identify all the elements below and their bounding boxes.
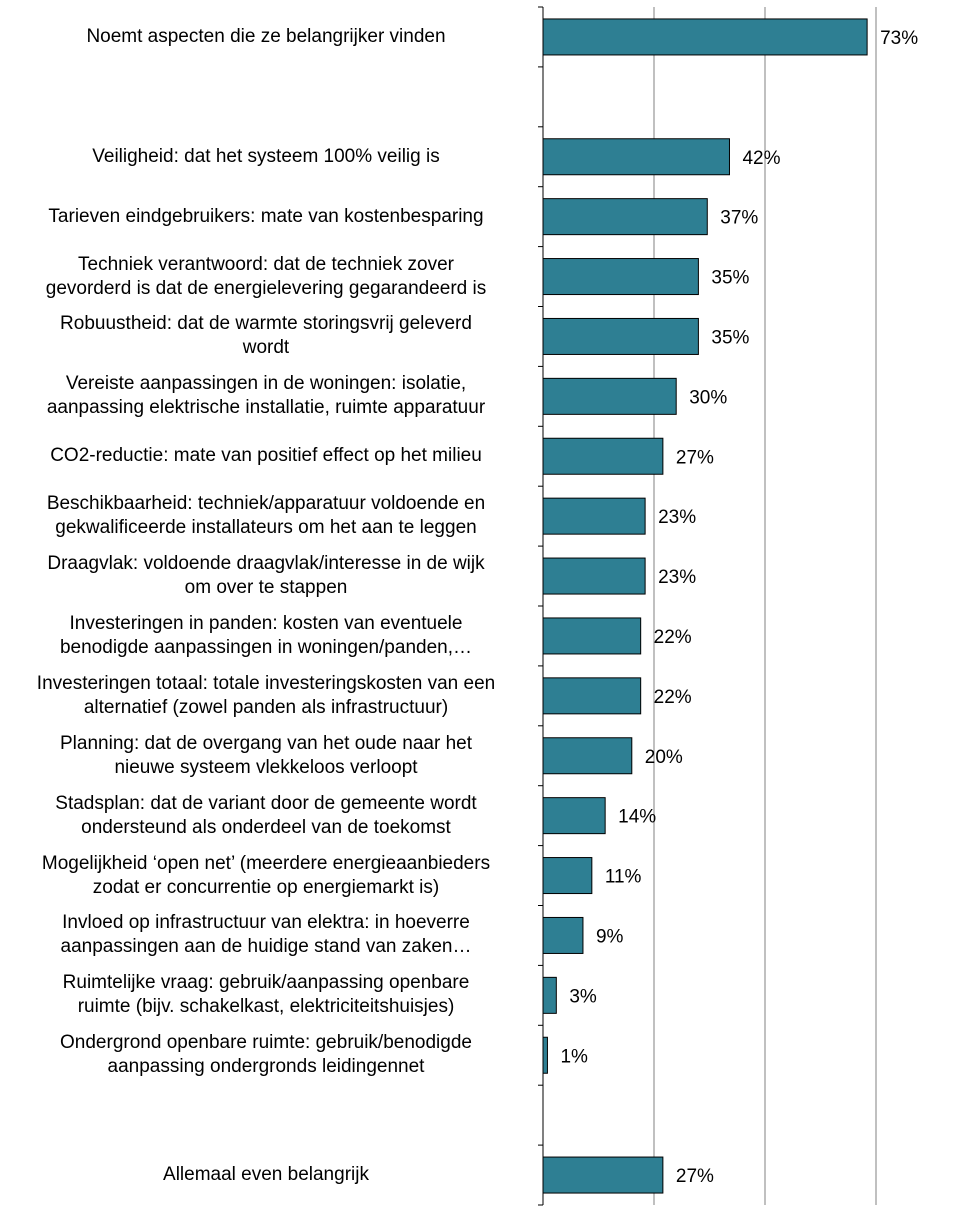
- category-label: Ruimtelijke vraag: gebruik/aanpassing op…: [0, 971, 532, 1019]
- category-label: Robuustheid: dat de warmte storingsvrij …: [0, 312, 532, 360]
- category-label-line: nieuwe systeem vlekkeloos verloopt: [114, 756, 418, 778]
- bar: [542, 138, 730, 176]
- category-label-line: Planning: dat de overgang van het oude n…: [60, 732, 472, 754]
- category-label-line: Allemaal even belangrijk: [163, 1164, 369, 1186]
- category-label-line: Tarieven eindgebruikers: mate van kosten…: [48, 205, 484, 227]
- bar: [542, 317, 699, 355]
- bar: [542, 497, 646, 535]
- bar: [542, 617, 642, 655]
- bar: [542, 258, 699, 296]
- category-label-line: CO2-reductie: mate van positief effect o…: [50, 445, 482, 467]
- category-label-line: ondersteund als onderdeel van de toekoms…: [81, 816, 451, 838]
- category-label-line: aanpassing ondergronds leidingennet: [107, 1056, 425, 1078]
- category-label: Draagvlak: voldoende draagvlak/interesse…: [0, 552, 532, 600]
- category-label-line: aanpassingen aan de huidige stand van za…: [60, 936, 472, 958]
- category-label-line: Veiligheid: dat het systeem 100% veilig …: [92, 145, 440, 167]
- data-label: 35%: [711, 268, 749, 289]
- bar: [542, 976, 557, 1014]
- data-label: 73%: [880, 28, 918, 49]
- category-axis: [538, 6, 544, 1206]
- category-label-line: Investeringen in panden: kosten van even…: [69, 612, 463, 634]
- data-label: 23%: [658, 567, 696, 588]
- category-label-line: om over te stappen: [184, 577, 348, 599]
- data-label: 14%: [618, 807, 656, 828]
- data-label: 22%: [654, 687, 692, 708]
- category-label: Techniek verantwoord: dat de techniek zo…: [0, 253, 532, 301]
- bar: [542, 18, 868, 56]
- category-label-line: aanpassing elektrische installatie, ruim…: [46, 397, 486, 419]
- category-label-line: gekwalificeerde installateurs om het aan…: [55, 517, 477, 539]
- bar: [542, 916, 584, 954]
- data-label: 23%: [658, 507, 696, 528]
- bar: [542, 1036, 548, 1074]
- category-label: Ondergrond openbare ruimte: gebruik/beno…: [0, 1031, 532, 1079]
- bar: [542, 737, 633, 775]
- category-label-line: Ruimtelijke vraag: gebruik/aanpassing op…: [62, 972, 470, 994]
- category-label-line: Investeringen totaal: totale investering…: [36, 672, 496, 694]
- data-label: 22%: [654, 627, 692, 648]
- category-label: Invloed op infrastructuur van elektra: i…: [0, 911, 532, 959]
- category-label: Planning: dat de overgang van het oude n…: [0, 732, 532, 780]
- category-label: CO2-reductie: mate van positief effect o…: [0, 444, 532, 468]
- category-label-line: Invloed op infrastructuur van elektra: i…: [62, 912, 470, 934]
- category-label-line: Draagvlak: voldoende draagvlak/interesse…: [47, 553, 485, 575]
- category-label-line: Beschikbaarheid: techniek/apparatuur vol…: [46, 493, 486, 515]
- category-label: Allemaal even belangrijk: [0, 1163, 532, 1187]
- bar: [542, 857, 593, 895]
- category-label-line: benodigde aanpassingen in woningen/pande…: [59, 636, 472, 658]
- category-label: Veiligheid: dat het systeem 100% veilig …: [0, 145, 532, 169]
- gridlines: [653, 7, 877, 1205]
- category-label-line: Vereiste aanpassingen in de woningen: is…: [65, 373, 467, 395]
- data-label: 37%: [720, 208, 758, 229]
- category-label: Vereiste aanpassingen in de woningen: is…: [0, 372, 532, 420]
- category-label: Stadsplan: dat de variant door de gemeen…: [0, 792, 532, 840]
- category-label: Investeringen totaal: totale investering…: [0, 672, 532, 720]
- category-label: Mogelijkheid ‘open net’ (meerdere energi…: [0, 852, 532, 900]
- data-label: 3%: [569, 986, 597, 1007]
- category-label-line: wordt: [242, 337, 290, 359]
- bar: [542, 1156, 664, 1194]
- category-label-line: Noemt aspecten die ze belangrijker vinde…: [86, 25, 446, 47]
- data-label: 35%: [711, 327, 749, 348]
- data-label: 11%: [605, 867, 642, 888]
- data-label: 30%: [689, 387, 727, 408]
- category-label-line: gevorderd is dat de energielevering gega…: [45, 277, 487, 299]
- data-label: 1%: [560, 1046, 588, 1067]
- data-label: 9%: [596, 926, 624, 947]
- bar: [542, 797, 606, 835]
- category-label-line: Ondergrond openbare ruimte: gebruik/beno…: [60, 1032, 472, 1054]
- data-label: 27%: [676, 1166, 714, 1187]
- category-label-line: zodat er concurrentie op energiemarkt is…: [92, 876, 440, 898]
- category-label: Tarieven eindgebruikers: mate van kosten…: [0, 205, 532, 229]
- bar: [542, 557, 646, 595]
- bar: [542, 198, 708, 236]
- data-label: 20%: [645, 747, 683, 768]
- category-label-line: Stadsplan: dat de variant door de gemeen…: [55, 792, 477, 814]
- category-label: Investeringen in panden: kosten van even…: [0, 612, 532, 660]
- category-label: Noemt aspecten die ze belangrijker vinde…: [0, 25, 532, 49]
- bar: [542, 437, 664, 475]
- data-label: 42%: [742, 148, 780, 169]
- category-label-line: alternatief (zowel panden als infrastruc…: [83, 696, 449, 718]
- category-label-line: Robuustheid: dat de warmte storingsvrij …: [60, 313, 472, 335]
- bar: [542, 377, 677, 415]
- category-label: Beschikbaarheid: techniek/apparatuur vol…: [0, 492, 532, 540]
- category-label-line: Mogelijkheid ‘open net’ (meerdere energi…: [41, 852, 491, 874]
- bar: [542, 677, 642, 715]
- category-label-line: Techniek verantwoord: dat de techniek zo…: [78, 253, 454, 275]
- data-label: 27%: [676, 447, 714, 468]
- category-label-line: ruimte (bijv. schakelkast, elektriciteit…: [77, 996, 455, 1018]
